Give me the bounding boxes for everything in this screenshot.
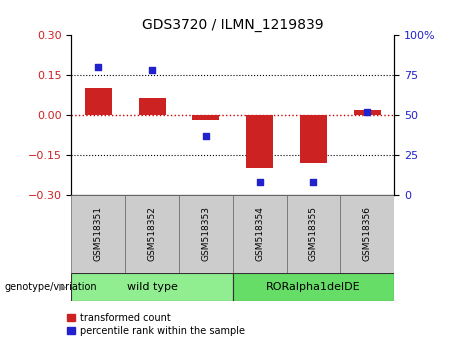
Point — [256, 179, 263, 185]
Bar — [85, 88, 112, 115]
Bar — [139, 98, 165, 115]
Bar — [71, 195, 125, 273]
Text: wild type: wild type — [127, 282, 177, 292]
Point — [148, 68, 156, 73]
Point — [310, 179, 317, 185]
Text: genotype/variation: genotype/variation — [5, 282, 97, 292]
Text: GSM518356: GSM518356 — [363, 206, 372, 261]
Point — [202, 133, 210, 138]
Title: GDS3720 / ILMN_1219839: GDS3720 / ILMN_1219839 — [142, 18, 324, 32]
Bar — [300, 115, 327, 163]
Bar — [233, 195, 287, 273]
Bar — [193, 115, 219, 120]
Bar — [340, 195, 394, 273]
Text: GSM518352: GSM518352 — [148, 206, 157, 261]
Bar — [125, 195, 179, 273]
Text: GSM518354: GSM518354 — [255, 206, 264, 261]
Text: GSM518353: GSM518353 — [201, 206, 210, 261]
Legend: transformed count, percentile rank within the sample: transformed count, percentile rank withi… — [67, 313, 245, 336]
Bar — [233, 273, 394, 301]
Point — [364, 109, 371, 115]
Text: GSM518355: GSM518355 — [309, 206, 318, 261]
Bar — [71, 273, 233, 301]
Text: RORalpha1delDE: RORalpha1delDE — [266, 282, 361, 292]
Bar — [246, 115, 273, 168]
Bar — [287, 195, 340, 273]
Text: ▶: ▶ — [59, 282, 67, 292]
Text: GSM518351: GSM518351 — [94, 206, 103, 261]
Bar — [354, 110, 381, 115]
Point — [95, 64, 102, 70]
Bar — [179, 195, 233, 273]
